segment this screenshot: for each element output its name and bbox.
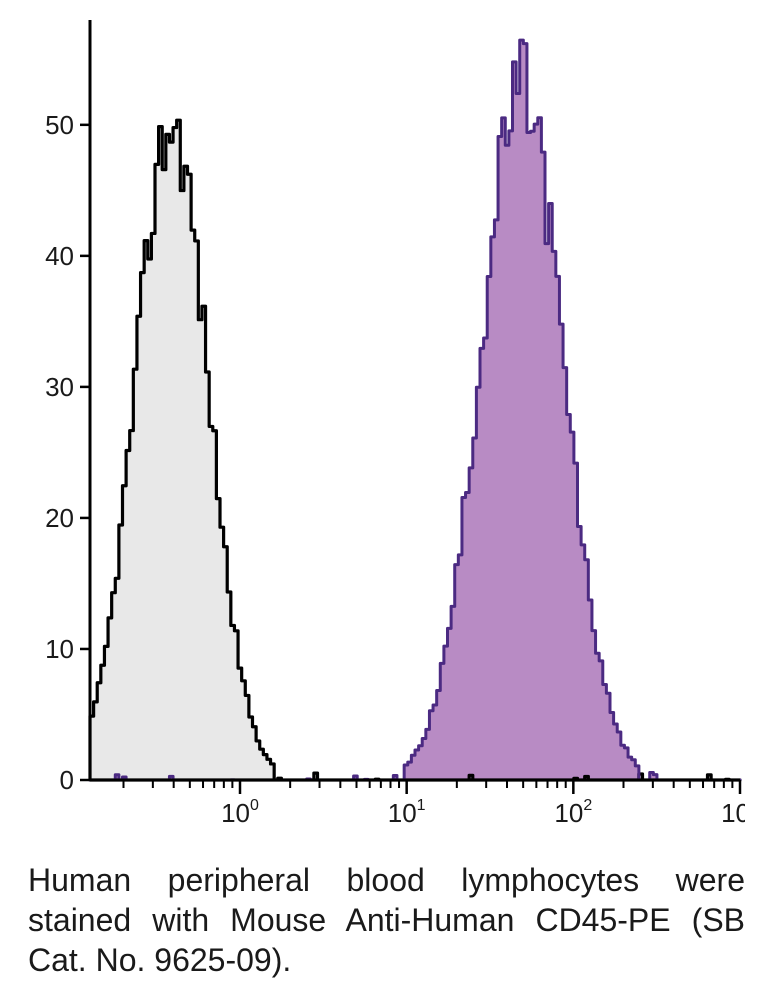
ytick-label: 30 [45,372,74,402]
ytick-label: 20 [45,503,74,533]
xtick-label: 102 [554,797,592,828]
ytick-label: 50 [45,110,74,140]
xtick-label: 103 [721,797,745,828]
xtick-label: 101 [388,797,426,828]
figure-caption: Human peripheral blood lymphocytes were … [28,860,745,980]
ytick-label: 40 [45,241,74,271]
xtick-label: 100 [221,797,259,828]
ytick-label: 0 [60,765,74,795]
ytick-label: 10 [45,634,74,664]
flow-cytometry-histogram: 0 10 20 30 40 50 100 101 102 103 [25,10,745,840]
page: 0 10 20 30 40 50 100 101 102 103 Human peripheral… [0,0,773,986]
chart-svg: 0 10 20 30 40 50 100 101 102 103 [25,10,745,840]
